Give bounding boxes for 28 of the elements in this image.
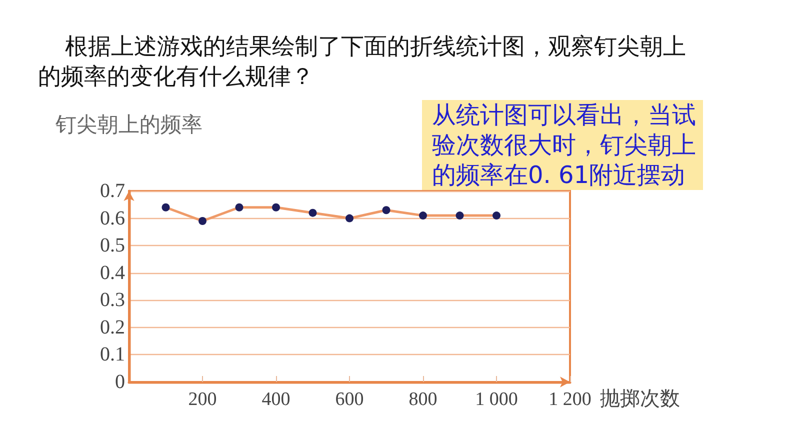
point [419,212,427,220]
x-tick-label: 400 [262,389,290,410]
chart-title: 根据上述游戏的结果绘制了下面的折线统计图，观察钉尖朝上的频率的变化有什么规律？ [38,33,687,92]
x-tick-label: 800 [408,389,438,410]
y-tick-label: 0.7 [100,180,125,202]
point [162,203,170,212]
point [456,212,464,220]
x-tick-label: 600 [335,389,364,410]
point [235,203,244,212]
y-tick-label: 0.1 [100,344,125,366]
point [382,206,390,214]
point [272,203,280,212]
text: 从统计图可以看出，当试验次数很大时，钉尖朝上的频率在0. 61附近摆动 [422,100,703,190]
point [346,214,354,222]
y-tick-label: 0.3 [100,289,125,312]
x-tick-label: 200 [188,389,217,410]
y-tick-label: 0.4 [100,262,125,284]
point [308,208,317,217]
x-tick-label: 1 200 [548,389,592,410]
y-tick-label: 0.6 [100,207,125,230]
y-tick-label: 0 [115,371,125,393]
y-tick-label: 0.2 [100,316,125,338]
y-axis-title: 钉尖朝上的频率 [54,112,202,136]
y-tick-label: 0.5 [100,234,125,257]
point [492,212,500,220]
x-axis-title: 抛掷次数 [600,386,680,410]
x-tick-label: 1 000 [475,389,518,410]
point [198,217,206,226]
